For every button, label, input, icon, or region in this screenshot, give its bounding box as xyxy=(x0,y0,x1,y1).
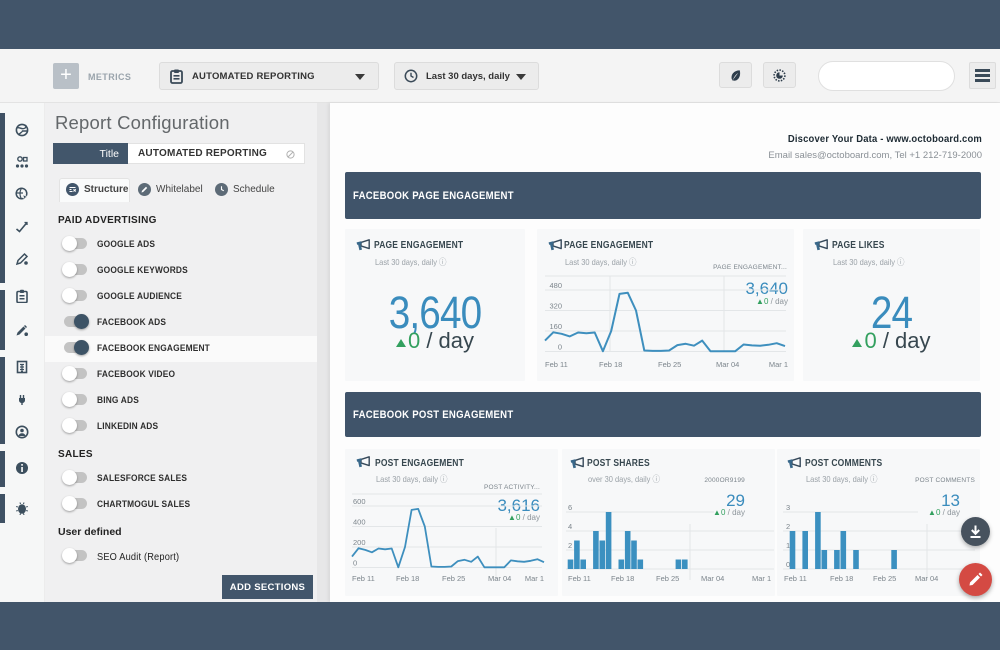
svg-text:Mar 1: Mar 1 xyxy=(752,574,771,583)
svg-text:Feb 11: Feb 11 xyxy=(352,574,375,583)
svg-text:Mar 04: Mar 04 xyxy=(915,574,938,583)
svg-text:Feb 18: Feb 18 xyxy=(599,360,622,369)
svg-text:480: 480 xyxy=(549,281,562,290)
svg-text:2: 2 xyxy=(568,541,572,550)
svg-text:6: 6 xyxy=(568,503,572,512)
svg-text:Mar 04: Mar 04 xyxy=(488,574,511,583)
svg-text:600: 600 xyxy=(353,497,366,506)
svg-text:Mar 1: Mar 1 xyxy=(525,574,544,583)
svg-text:Feb 11: Feb 11 xyxy=(784,574,807,583)
svg-text:0: 0 xyxy=(786,560,790,569)
svg-text:0: 0 xyxy=(558,343,562,352)
svg-text:Feb 25: Feb 25 xyxy=(873,574,896,583)
svg-text:Feb 18: Feb 18 xyxy=(830,574,853,583)
svg-text:Feb 25: Feb 25 xyxy=(442,574,465,583)
svg-text:200: 200 xyxy=(353,538,366,547)
svg-text:1: 1 xyxy=(786,541,790,550)
svg-text:4: 4 xyxy=(568,522,572,531)
svg-text:160: 160 xyxy=(549,322,562,331)
svg-text:Mar 04: Mar 04 xyxy=(701,574,724,583)
svg-text:400: 400 xyxy=(353,518,366,527)
svg-text:3: 3 xyxy=(786,503,790,512)
svg-text:0: 0 xyxy=(353,559,357,568)
svg-text:320: 320 xyxy=(549,302,562,311)
svg-text:Feb 25: Feb 25 xyxy=(656,574,679,583)
svg-text:Mar 1: Mar 1 xyxy=(769,360,788,369)
svg-text:2: 2 xyxy=(786,522,790,531)
svg-text:Feb 25: Feb 25 xyxy=(658,360,681,369)
svg-text:Feb 18: Feb 18 xyxy=(611,574,634,583)
svg-text:Feb 18: Feb 18 xyxy=(396,574,419,583)
svg-text:Mar 04: Mar 04 xyxy=(716,360,739,369)
svg-text:Feb 11: Feb 11 xyxy=(568,574,591,583)
svg-text:Feb 11: Feb 11 xyxy=(545,360,568,369)
